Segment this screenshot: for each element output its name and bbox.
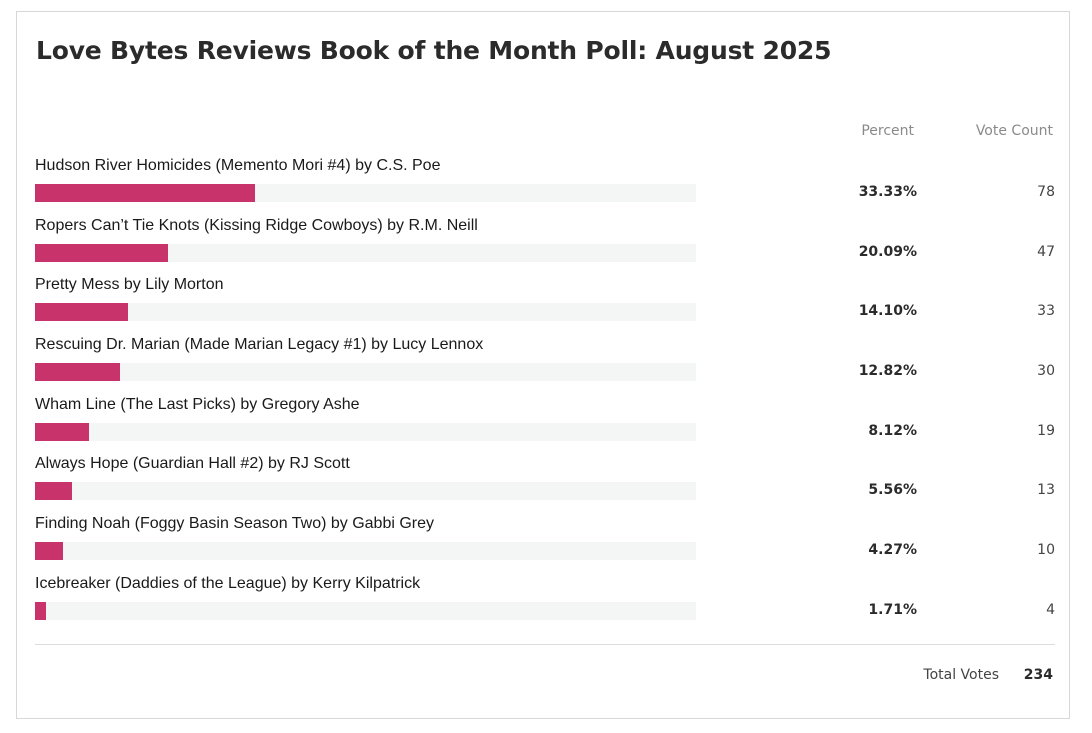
option-vote-count: 78 xyxy=(1037,184,1055,200)
result-bar-fill xyxy=(35,243,168,262)
poll-option-row: Wham Line (The Last Picks) by Gregory As… xyxy=(35,394,1055,454)
option-vote-count: 33 xyxy=(1037,303,1055,320)
option-percent: 20.09% xyxy=(858,243,917,260)
poll-option-row: Icebreaker (Daddies of the League) by Ke… xyxy=(35,573,1055,633)
percent-column-header: Percent xyxy=(861,123,914,139)
poll-option-row: Finding Noah (Foggy Basin Season Two) by… xyxy=(35,513,1055,573)
result-bar-fill xyxy=(35,363,120,382)
totals-divider xyxy=(35,644,1055,645)
result-bar-fill xyxy=(35,482,72,501)
option-vote-count: 30 xyxy=(1037,363,1055,380)
option-percent: 4.27% xyxy=(868,542,917,559)
result-bar-track xyxy=(35,303,696,322)
option-percent: 8.12% xyxy=(868,422,917,439)
option-vote-count: 13 xyxy=(1037,482,1055,499)
option-label: Always Hope (Guardian Hall #2) by RJ Sco… xyxy=(35,455,350,473)
option-label: Rescuing Dr. Marian (Made Marian Legacy … xyxy=(35,336,484,354)
option-label: Icebreaker (Daddies of the League) by Ke… xyxy=(35,574,421,592)
total-votes-value: 234 xyxy=(1023,667,1053,683)
option-vote-count: 4 xyxy=(1046,601,1055,618)
result-bar-track xyxy=(35,363,696,382)
result-bar-track xyxy=(35,601,696,620)
option-percent: 14.10% xyxy=(858,303,917,320)
result-bar-fill xyxy=(35,601,47,620)
option-percent: 5.56% xyxy=(868,482,917,499)
poll-option-row: Always Hope (Guardian Hall #2) by RJ Sco… xyxy=(35,453,1055,513)
result-bar-fill xyxy=(35,542,64,561)
option-label: Pretty Mess by Lily Morton xyxy=(35,276,224,294)
option-vote-count: 10 xyxy=(1037,542,1055,559)
poll-option-row: Pretty Mess by Lily Morton 14.10% 33 xyxy=(35,274,1055,334)
option-label: Wham Line (The Last Picks) by Gregory As… xyxy=(35,395,360,413)
vote-count-column-header: Vote Count xyxy=(975,123,1053,139)
option-label: Hudson River Homicides (Memento Mori #4)… xyxy=(35,157,441,174)
result-bar-track xyxy=(35,184,696,202)
total-votes-label: Total Votes xyxy=(923,667,999,683)
option-vote-count: 47 xyxy=(1037,243,1055,260)
poll-option-row: Ropers Can’t Tie Knots (Kissing Ridge Co… xyxy=(35,215,1055,275)
option-label: Ropers Can’t Tie Knots (Kissing Ridge Co… xyxy=(35,216,478,234)
result-bar-track xyxy=(35,542,696,561)
result-bar-track xyxy=(35,243,696,262)
poll-results-list: Hudson River Homicides (Memento Mori #4)… xyxy=(35,155,1055,633)
option-percent: 1.71% xyxy=(868,601,917,618)
poll-results-card: Love Bytes Reviews Book of the Month Pol… xyxy=(16,11,1070,719)
poll-option-row: Rescuing Dr. Marian (Made Marian Legacy … xyxy=(35,334,1055,394)
option-percent: 12.82% xyxy=(858,363,917,380)
result-bar-fill xyxy=(35,303,129,322)
option-vote-count: 19 xyxy=(1037,422,1055,439)
result-bar-track xyxy=(35,482,696,501)
option-label: Finding Noah (Foggy Basin Season Two) by… xyxy=(35,515,435,533)
result-bar-fill xyxy=(35,422,89,441)
option-percent: 33.33% xyxy=(858,184,917,200)
result-bar-track xyxy=(35,422,696,441)
result-bar-fill xyxy=(35,184,256,202)
poll-option-row: Hudson River Homicides (Memento Mori #4)… xyxy=(35,155,1055,215)
poll-title: Love Bytes Reviews Book of the Month Pol… xyxy=(36,36,832,65)
